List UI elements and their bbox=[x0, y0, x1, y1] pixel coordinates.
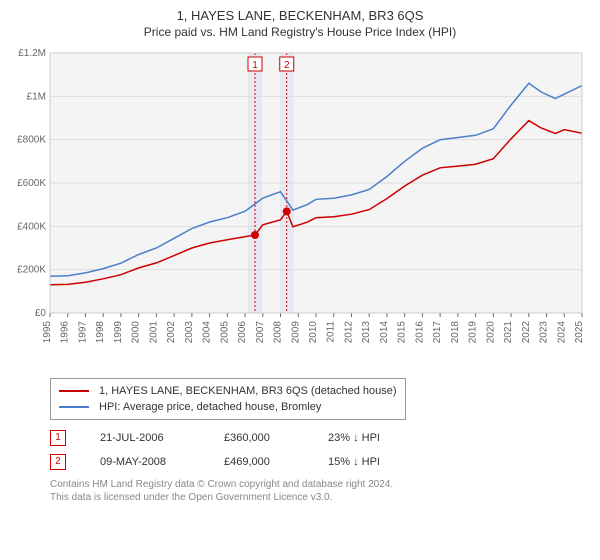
legend-item: HPI: Average price, detached house, Brom… bbox=[59, 399, 397, 415]
chart-container: 1, HAYES LANE, BECKENHAM, BR3 6QS Price … bbox=[0, 0, 600, 512]
table-row: 1 21-JUL-2006 £360,000 23% ↓ HPI bbox=[50, 430, 588, 446]
table-row: 2 09-MAY-2008 £469,000 15% ↓ HPI bbox=[50, 454, 588, 470]
svg-text:£400K: £400K bbox=[17, 221, 46, 232]
svg-text:2022: 2022 bbox=[521, 321, 532, 344]
legend-label: HPI: Average price, detached house, Brom… bbox=[99, 399, 321, 415]
svg-text:2011: 2011 bbox=[326, 321, 337, 343]
chart-legend: 1, HAYES LANE, BECKENHAM, BR3 6QS (detac… bbox=[50, 378, 406, 420]
svg-text:2014: 2014 bbox=[379, 321, 390, 344]
svg-text:2025: 2025 bbox=[574, 321, 585, 344]
legend-swatch-red bbox=[59, 390, 89, 392]
attribution-line: Contains HM Land Registry data © Crown c… bbox=[50, 478, 588, 491]
svg-text:1: 1 bbox=[252, 60, 258, 71]
svg-text:2023: 2023 bbox=[539, 321, 550, 344]
svg-text:1996: 1996 bbox=[60, 321, 71, 344]
sale-price: £469,000 bbox=[224, 456, 294, 468]
svg-text:2004: 2004 bbox=[202, 321, 213, 344]
sale-hpi-delta: 23% ↓ HPI bbox=[328, 432, 418, 444]
svg-text:2006: 2006 bbox=[237, 321, 248, 344]
sale-date: 21-JUL-2006 bbox=[100, 432, 190, 444]
svg-text:2001: 2001 bbox=[148, 321, 159, 344]
svg-text:1999: 1999 bbox=[113, 321, 124, 344]
svg-text:2013: 2013 bbox=[361, 321, 372, 344]
svg-text:1997: 1997 bbox=[77, 321, 88, 344]
chart-plot: £0 £200K £400K £600K £800K £1M £1.2M 1995 1996 19… bbox=[12, 47, 588, 372]
svg-text:£800K: £800K bbox=[17, 135, 46, 146]
sale-date: 09-MAY-2008 bbox=[100, 456, 190, 468]
attribution-text: Contains HM Land Registry data © Crown c… bbox=[50, 478, 588, 504]
line-chart-svg: £0 £200K £400K £600K £800K £1M £1.2M 1995 1996 19… bbox=[12, 47, 588, 367]
svg-text:2010: 2010 bbox=[308, 321, 319, 344]
chart-subtitle: Price paid vs. HM Land Registry's House … bbox=[12, 25, 588, 39]
legend-swatch-blue bbox=[59, 406, 89, 408]
svg-text:1998: 1998 bbox=[95, 321, 106, 344]
svg-text:2020: 2020 bbox=[485, 321, 496, 344]
svg-text:£600K: £600K bbox=[17, 178, 46, 189]
attribution-line: This data is licensed under the Open Gov… bbox=[50, 491, 588, 504]
svg-text:2009: 2009 bbox=[290, 321, 301, 344]
svg-text:2024: 2024 bbox=[556, 321, 567, 344]
svg-text:2000: 2000 bbox=[131, 321, 142, 344]
legend-label: 1, HAYES LANE, BECKENHAM, BR3 6QS (detac… bbox=[99, 383, 397, 399]
svg-text:2003: 2003 bbox=[184, 321, 195, 344]
svg-text:£200K: £200K bbox=[17, 265, 46, 276]
svg-text:2018: 2018 bbox=[450, 321, 461, 344]
chart-title: 1, HAYES LANE, BECKENHAM, BR3 6QS bbox=[12, 8, 588, 23]
sale-badge: 1 bbox=[50, 430, 66, 446]
sale-price: £360,000 bbox=[224, 432, 294, 444]
svg-text:2015: 2015 bbox=[397, 321, 408, 344]
svg-text:2007: 2007 bbox=[255, 321, 266, 344]
svg-text:2021: 2021 bbox=[503, 321, 514, 344]
svg-text:2017: 2017 bbox=[432, 321, 443, 344]
svg-text:£0: £0 bbox=[35, 308, 47, 319]
svg-text:2002: 2002 bbox=[166, 321, 177, 344]
svg-text:2016: 2016 bbox=[414, 321, 425, 344]
sale-badge: 2 bbox=[50, 454, 66, 470]
svg-text:£1.2M: £1.2M bbox=[18, 48, 46, 59]
svg-text:1995: 1995 bbox=[42, 321, 53, 344]
svg-text:2: 2 bbox=[284, 60, 290, 71]
legend-item: 1, HAYES LANE, BECKENHAM, BR3 6QS (detac… bbox=[59, 383, 397, 399]
svg-text:2012: 2012 bbox=[343, 321, 354, 344]
svg-text:2008: 2008 bbox=[273, 321, 284, 344]
svg-text:2005: 2005 bbox=[219, 321, 230, 344]
svg-text:£1M: £1M bbox=[27, 91, 46, 102]
sales-table: 1 21-JUL-2006 £360,000 23% ↓ HPI 2 09-MA… bbox=[50, 430, 588, 470]
sale-hpi-delta: 15% ↓ HPI bbox=[328, 456, 418, 468]
svg-text:2019: 2019 bbox=[468, 321, 479, 344]
